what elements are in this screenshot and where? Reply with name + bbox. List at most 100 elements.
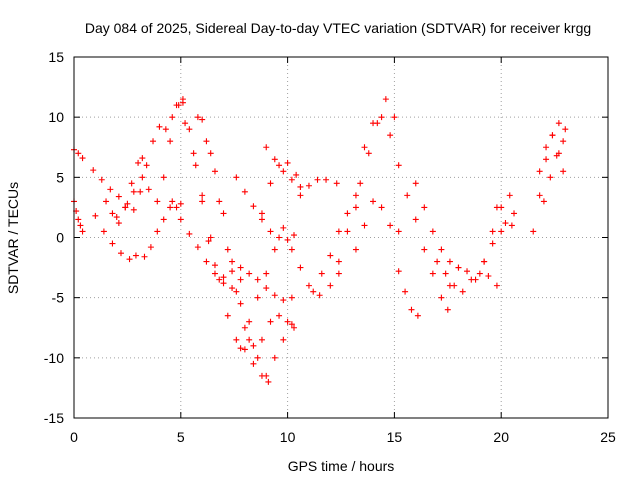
data-point — [536, 168, 543, 175]
data-point — [229, 285, 236, 292]
data-point — [173, 102, 180, 109]
data-point — [147, 244, 154, 251]
data-point — [310, 288, 317, 295]
data-point — [489, 228, 496, 235]
y-tick-label: 5 — [56, 169, 64, 185]
data-point — [327, 252, 334, 259]
data-point — [122, 204, 129, 211]
data-point — [316, 292, 323, 299]
data-point — [442, 270, 449, 277]
data-point — [446, 258, 453, 265]
data-point — [335, 270, 342, 277]
x-tick-label: 15 — [387, 429, 403, 445]
data-point — [421, 204, 428, 211]
data-point — [265, 378, 272, 385]
data-point — [162, 126, 169, 133]
data-point — [139, 155, 146, 162]
data-point — [135, 159, 142, 166]
data-point — [271, 246, 278, 253]
data-point — [297, 192, 304, 199]
data-point — [280, 168, 287, 175]
data-point — [211, 168, 218, 175]
data-point — [502, 220, 509, 227]
data-point — [98, 176, 105, 183]
data-point — [186, 230, 193, 237]
data-point — [254, 276, 261, 283]
data-point — [143, 162, 150, 169]
data-point — [258, 336, 265, 343]
data-point — [271, 292, 278, 299]
data-point — [421, 246, 428, 253]
data-point — [207, 234, 214, 241]
data-point — [387, 222, 394, 229]
data-point — [254, 354, 261, 361]
data-point — [543, 144, 550, 151]
data-point — [560, 168, 567, 175]
data-point — [402, 288, 409, 295]
data-point — [540, 198, 547, 205]
y-tick-label: -10 — [44, 350, 64, 366]
data-point — [237, 276, 244, 283]
data-point — [137, 188, 144, 195]
data-point — [199, 198, 206, 205]
data-point — [267, 228, 274, 235]
data-point — [154, 228, 161, 235]
data-point — [186, 126, 193, 133]
data-point — [220, 280, 227, 287]
data-point — [139, 174, 146, 181]
data-point — [429, 270, 436, 277]
data-point — [241, 324, 248, 331]
data-point — [288, 176, 295, 183]
data-point — [498, 228, 505, 235]
data-point — [444, 306, 451, 313]
data-point — [511, 210, 518, 217]
data-point — [288, 294, 295, 301]
data-point — [150, 138, 157, 145]
data-point — [205, 238, 212, 245]
data-point — [130, 206, 137, 213]
data-point — [361, 144, 368, 151]
data-point — [177, 216, 184, 223]
data-point — [79, 155, 86, 162]
data-point — [229, 268, 236, 275]
y-tick-label: 10 — [48, 109, 64, 125]
data-point — [177, 200, 184, 207]
x-tick-label: 5 — [177, 429, 185, 445]
data-point — [220, 274, 227, 281]
data-point — [361, 222, 368, 229]
data-point — [352, 246, 359, 253]
data-point — [258, 216, 265, 223]
data-point — [476, 270, 483, 277]
data-point — [291, 232, 298, 239]
y-tick-label: -15 — [44, 410, 64, 426]
data-point — [167, 204, 174, 211]
data-point — [536, 192, 543, 199]
data-point — [160, 216, 167, 223]
data-point — [553, 152, 560, 159]
data-point — [124, 200, 131, 207]
data-point — [305, 182, 312, 189]
data-point — [220, 210, 227, 217]
data-point — [374, 120, 381, 127]
data-point — [241, 346, 248, 353]
data-point — [464, 268, 471, 275]
data-point — [199, 192, 206, 199]
data-point — [241, 188, 248, 195]
data-point — [216, 198, 223, 205]
data-point — [357, 180, 364, 187]
data-point — [117, 250, 124, 257]
data-point — [291, 324, 298, 331]
data-point — [284, 159, 291, 166]
data-point — [280, 224, 287, 231]
data-point — [211, 262, 218, 269]
data-point — [543, 156, 550, 163]
data-point — [305, 282, 312, 289]
x-axis-label: GPS time / hours — [288, 458, 395, 474]
data-point — [333, 180, 340, 187]
data-point — [446, 282, 453, 289]
data-point — [404, 192, 411, 199]
data-point — [154, 198, 161, 205]
data-point — [335, 228, 342, 235]
data-point — [246, 336, 253, 343]
